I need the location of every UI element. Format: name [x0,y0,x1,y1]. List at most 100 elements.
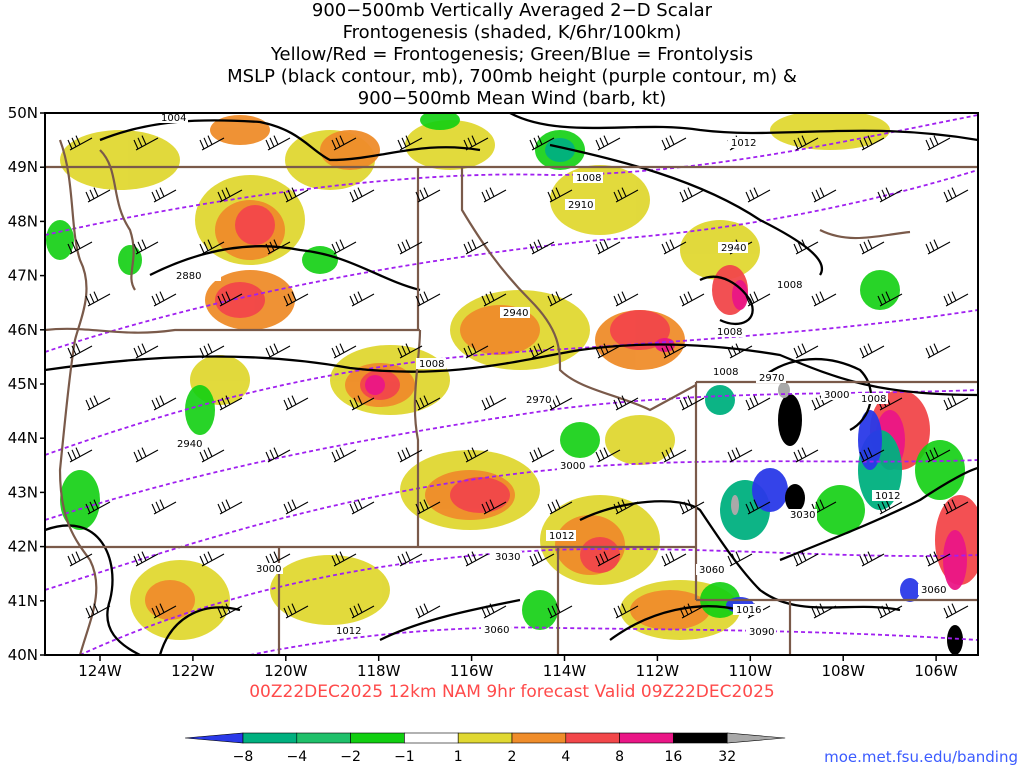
lon-label: 106W [914,662,958,680]
wind-barb [529,447,555,463]
height-labels: 2880 2910 2940 2940 2940 2970 2970 3000 … [173,199,948,638]
wind-barb [331,551,357,567]
wind-barb [349,603,375,619]
wind-barb [199,343,225,359]
mslp-label: 1008 [713,367,738,378]
wind-barb [925,551,951,567]
wind-barb [67,135,93,151]
wind-barb [859,239,885,255]
wind-barb [151,499,177,515]
colorbar-label: 16 [664,749,682,765]
wind-barb [679,291,705,307]
wind-barb [547,603,573,619]
colorbar-swatch [619,732,674,744]
colorbar-label: −4 [286,749,307,765]
wind-barb [283,291,309,307]
wind-barb [151,187,177,203]
mslp-label: 1012 [731,138,756,149]
wind-barb [793,447,819,463]
wind-barb [463,135,489,151]
colorbar-label: 4 [561,749,570,765]
wind-barb [85,395,111,411]
wind-barb [85,187,111,203]
wind-barb [283,499,309,515]
wind-barb [745,395,771,411]
wind-barb [613,499,639,515]
lat-label: 43N [8,483,38,501]
title-line-5: 900−500mb Mean Wind (barb, kt) [357,88,667,109]
wind-barb [661,447,687,463]
wind-barb [877,603,903,619]
wind-barb [547,187,573,203]
colorbar-swatch [673,732,728,744]
wind-barb [463,239,489,255]
lon-label: 124W [78,662,122,680]
wind-barb [67,343,93,359]
lon-label: 122W [171,662,215,680]
wind-barb [133,239,159,255]
wind-barb [943,499,969,515]
wind-barb [463,551,489,567]
wind-barb [679,603,705,619]
wind-barb [793,551,819,567]
colorbar: −8 −4 −2 −1 1 2 4 8 16 32 [184,732,786,765]
wind-barb [415,187,441,203]
wind-barb [199,447,225,463]
lat-label: 45N [8,375,38,393]
mslp-contours [45,113,978,655]
colorbar-label: 8 [615,749,624,765]
height-label: 3000 [824,390,849,401]
wind-barb [481,603,507,619]
wind-barb [217,187,243,203]
lon-label: 112W [636,662,680,680]
lat-label: 42N [8,538,38,556]
colorbar-label: 1 [454,749,463,765]
wind-barb [859,343,885,359]
wind-barb [859,135,885,151]
wind-barb [151,603,177,619]
wind-barb [859,551,885,567]
mslp-label: 1008 [419,359,444,370]
colorbar-label: 32 [718,749,736,765]
wind-barb [661,343,687,359]
colorbar-swatch [296,732,351,744]
wind-barb [463,447,489,463]
wind-barb [217,603,243,619]
height-label: 3060 [699,565,724,576]
wind-barb [331,239,357,255]
wind-barb [415,499,441,515]
wind-barb [151,395,177,411]
forecast-valid-time: 00Z22DEC2025 12km NAM 9hr forecast Valid… [249,682,775,702]
lon-label: 114W [543,662,587,680]
wind-barb [529,239,555,255]
wind-barb [349,395,375,411]
wind-barb [943,291,969,307]
wind-barb [661,135,687,151]
wind-barb [85,499,111,515]
wind-barb [661,239,687,255]
wind-barb [265,239,291,255]
height-label: 3000 [256,564,281,575]
wind-barb [613,291,639,307]
title-line-4: MSLP (black contour, mb), 700mb height (… [227,66,797,87]
lat-label: 47N [8,267,38,285]
wind-barb [613,603,639,619]
source-credit[interactable]: moe.met.fsu.edu/banding [824,748,1018,766]
height-label: 2940 [177,439,202,450]
wind-barb [925,447,951,463]
wind-barb [745,187,771,203]
wind-barb [547,499,573,515]
wind-barb [745,499,771,515]
wind-barb [595,239,621,255]
colorbar-swatch [565,732,620,744]
wind-barb [67,447,93,463]
wind-barb [679,395,705,411]
title-line-1: 900−500mb Vertically Averaged 2−D Scalar [311,0,713,21]
wind-barb [331,135,357,151]
wind-barb [877,499,903,515]
mslp-label: 1016 [736,605,761,616]
mslp-label: 1008 [777,280,802,291]
wind-barb [925,239,951,255]
lon-label: 116W [450,662,494,680]
